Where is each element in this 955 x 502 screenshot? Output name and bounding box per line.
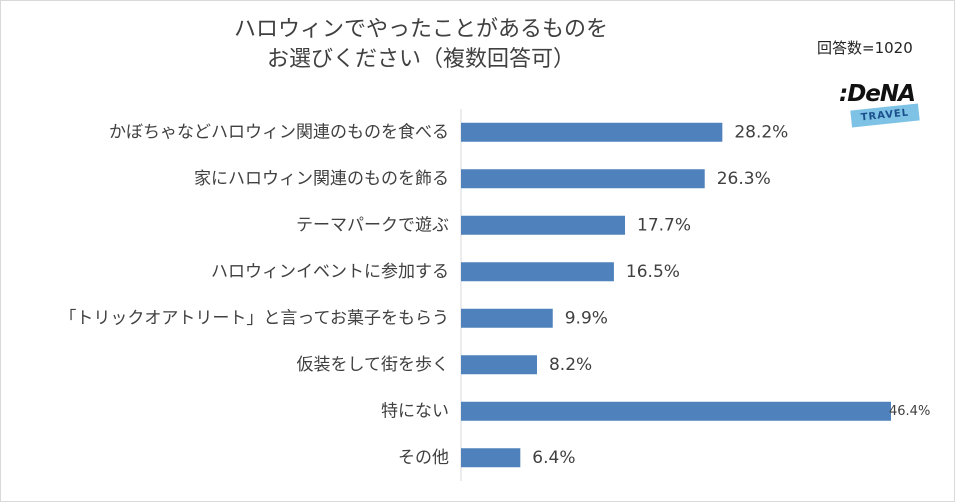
chart-title-line-1: ハロウィンでやったことがあるものを: [233, 17, 608, 42]
bar: [461, 308, 553, 328]
dena-travel-logo: :DeNA TRAVEL: [839, 81, 929, 131]
logo-wordmark: :DeNA: [839, 81, 916, 107]
category-label: かぼちゃなどハロウィン関連のものを食べる: [109, 122, 449, 142]
bar: [461, 401, 891, 421]
value-label: 46.4%: [889, 404, 930, 419]
bar: [461, 262, 614, 282]
category-label: その他: [398, 448, 449, 468]
category-label: 「トリックオアトリート」と言ってお菓子をもらう: [59, 308, 449, 328]
bar: [461, 169, 705, 189]
value-label: 26.3%: [717, 169, 771, 189]
sample-size-label: 回答数=1020: [817, 39, 913, 57]
bar: [461, 355, 537, 375]
chart-title-line-2: お選びください（複数回答可）: [266, 47, 575, 72]
category-label: 家にハロウィン関連のものを飾る: [194, 169, 449, 189]
category-label: 仮装をして街を歩く: [297, 355, 450, 375]
bar: [461, 448, 521, 468]
value-label: 8.2%: [549, 355, 592, 375]
category-label: ハロウィンイベントに参加する: [211, 262, 449, 282]
value-label: 16.5%: [626, 262, 680, 282]
value-label: 17.7%: [637, 215, 691, 235]
value-label: 28.2%: [734, 122, 788, 142]
bar: [461, 215, 626, 235]
category-label: テーマパークで遊ぶ: [296, 215, 449, 235]
chart-title: ハロウィンでやったことがあるものを お選びください（複数回答可）: [161, 15, 681, 75]
bar: [461, 122, 723, 142]
value-label: 9.9%: [565, 308, 608, 328]
category-label: 特にない: [381, 401, 449, 421]
value-label: 6.4%: [532, 448, 575, 468]
